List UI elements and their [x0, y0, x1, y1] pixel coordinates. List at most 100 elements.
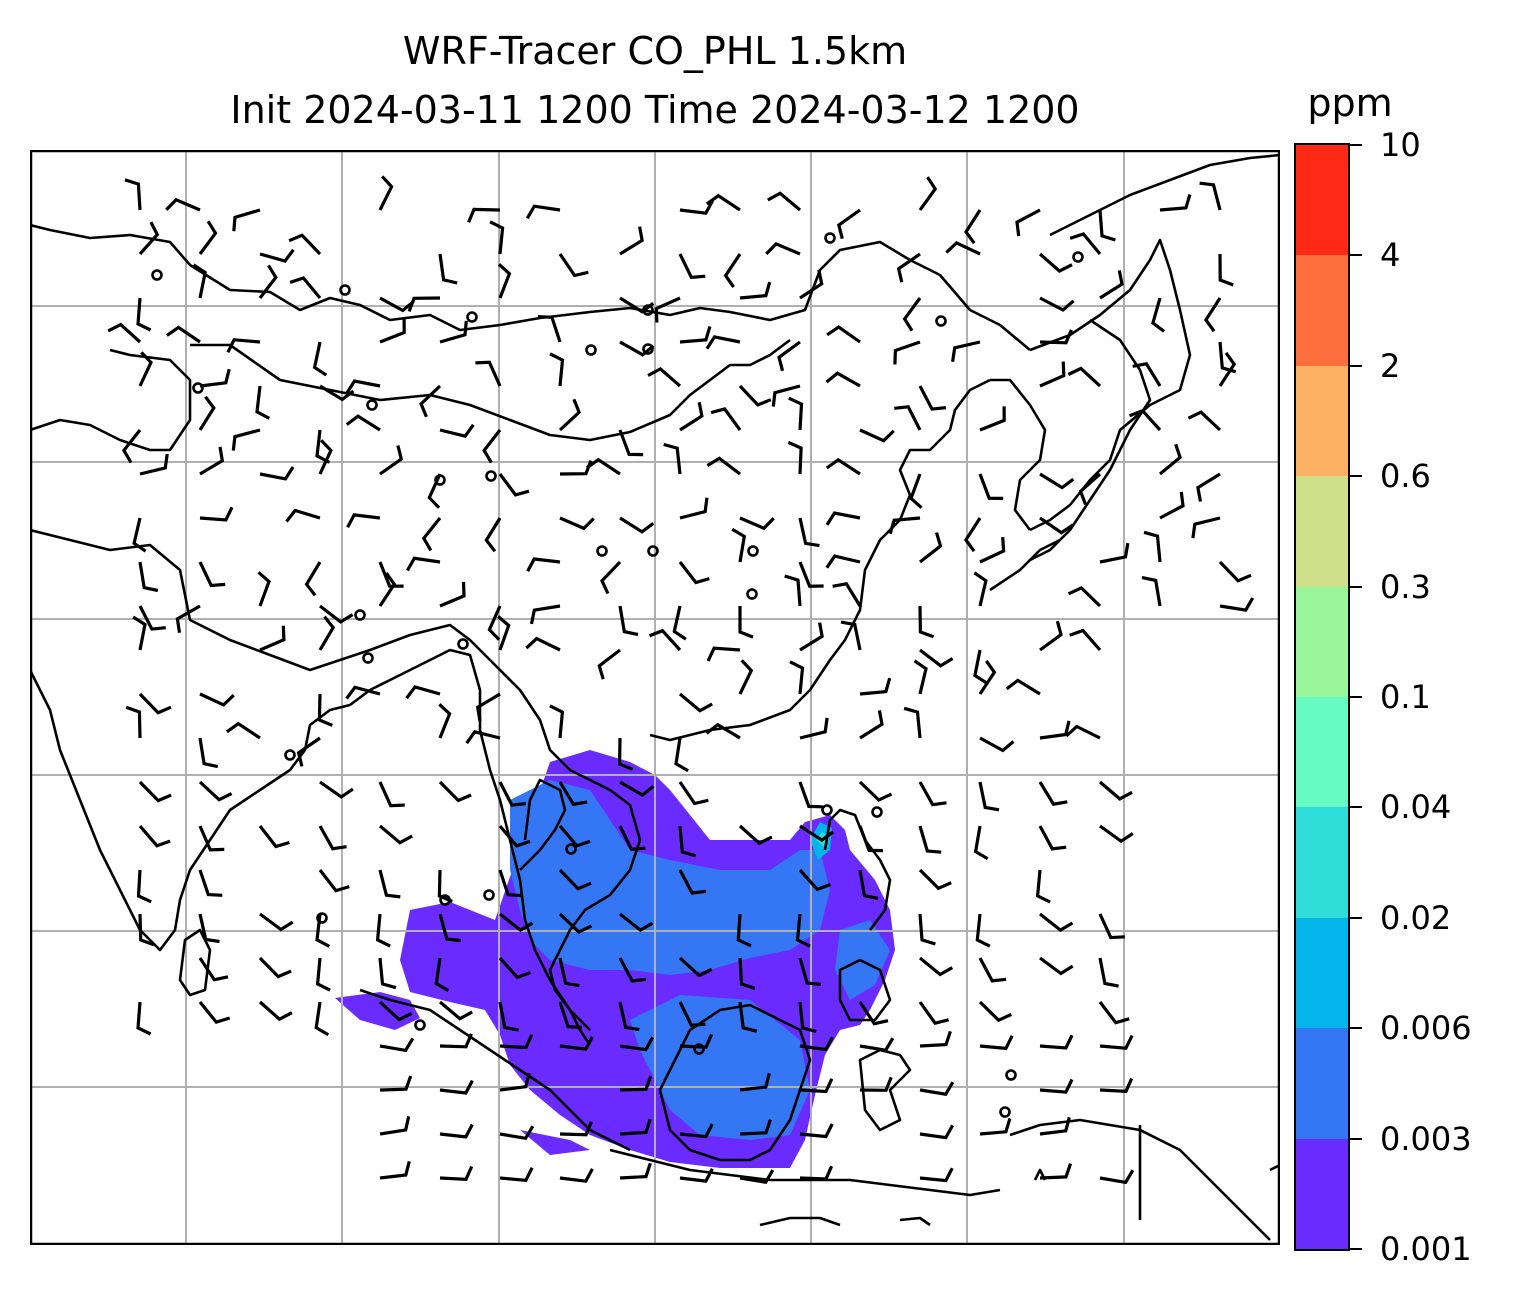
- wind-barb-icon: [407, 296, 441, 312]
- wind-barb-icon: [175, 604, 201, 633]
- wind-barb-icon: [919, 1030, 952, 1048]
- wind-barb-icon: [132, 517, 147, 553]
- wind-barb-icon: [549, 704, 565, 739]
- wind-barb-icon: [378, 824, 413, 845]
- wind-barb-icon: [379, 318, 406, 344]
- wind-barb-icon: [978, 781, 1000, 812]
- wind-barb-icon: [859, 428, 895, 443]
- wind-barb-icon: [467, 207, 501, 223]
- map-title-line-2: Init 2024-03-11 1200 Time 2024-03-12 120…: [230, 88, 1080, 132]
- wind-barb-icon: [138, 824, 171, 848]
- wind-barb-icon: [1099, 1169, 1135, 1185]
- wind-barb-icon: [558, 398, 581, 432]
- colorbar-tick-label: 2: [1380, 346, 1401, 385]
- wind-barb-icon: [964, 209, 982, 245]
- wind-barb-icon: [226, 338, 261, 354]
- calm-wind-circle-icon: [999, 1106, 1011, 1118]
- wind-barb-icon: [799, 1078, 834, 1094]
- wind-barb-icon: [919, 1124, 954, 1140]
- wind-barb-icon: [378, 571, 397, 607]
- wind-barb-icon: [558, 912, 593, 934]
- wind-barb-icon: [379, 296, 415, 313]
- wind-barb-icon: [647, 366, 682, 388]
- wind-barb-icon: [497, 263, 512, 299]
- calm-wind-circle-icon: [439, 894, 451, 906]
- wind-barb-icon: [499, 1072, 531, 1092]
- wind-barb-icon: [979, 406, 1006, 432]
- calm-wind-circle-icon: [585, 344, 597, 356]
- wind-barb-icon: [138, 605, 166, 631]
- wind-barb-icon: [765, 242, 801, 256]
- wind-barb-icon: [918, 781, 947, 807]
- wind-barb-icon: [918, 825, 942, 854]
- wind-barb-icon: [1218, 351, 1237, 387]
- wind-barb-icon: [559, 1168, 594, 1183]
- wind-barb-icon: [858, 825, 884, 853]
- wind-barb-icon: [526, 557, 561, 573]
- java-lesser-sunda: [609, 1148, 1001, 1197]
- small-islands: [899, 1163, 1280, 1227]
- wind-barb-icon: [903, 706, 922, 739]
- wind-barb-icon: [654, 296, 681, 323]
- wind-barb-icon: [345, 414, 381, 432]
- wind-barb-icon: [739, 1169, 775, 1184]
- wind-barb-icon: [1015, 208, 1041, 237]
- colorbar-tick: [1350, 475, 1362, 478]
- wind-barb-icon: [378, 957, 397, 990]
- wind-barb-icon: [487, 605, 502, 641]
- wind-barb-icon: [304, 561, 322, 597]
- wind-barb-icon: [1203, 297, 1222, 333]
- wind-barb-icon: [232, 208, 261, 232]
- wind-barb-icon: [1098, 780, 1133, 801]
- colorbar-band-5: [1296, 586, 1348, 697]
- colorbar-tick-label: 4: [1380, 236, 1401, 275]
- wind-barb-icon: [888, 516, 921, 535]
- wind-barb-icon: [259, 248, 295, 263]
- wind-barb-icon: [198, 1000, 231, 1025]
- wind-barb-icon: [731, 527, 747, 563]
- calm-wind-circle-icon: [284, 749, 296, 761]
- wind-barb-icon: [789, 660, 805, 695]
- wind-barb-icon: [421, 517, 442, 552]
- wind-barb-icon: [963, 517, 982, 553]
- wind-barb-icon: [438, 1000, 473, 1021]
- wind-barb-icon: [738, 659, 754, 695]
- wind-barb-icon: [258, 264, 278, 299]
- wind-barb-icon: [1038, 252, 1073, 274]
- colorbar-tick: [1350, 364, 1362, 367]
- wind-barb-icon: [1187, 410, 1222, 432]
- wind-barb-icon: [198, 737, 219, 769]
- wind-barb-icon: [663, 442, 682, 475]
- calm-wind-circle-icon: [747, 545, 759, 557]
- wind-barb-icon: [978, 473, 1004, 500]
- wind-barb-icon: [378, 1000, 413, 1022]
- wind-barb-icon: [559, 516, 595, 531]
- wind-barb-icon: [379, 1161, 411, 1180]
- wind-barb-icon: [121, 429, 142, 464]
- wind-barb-icon: [525, 636, 561, 652]
- wind-barb-icon: [198, 395, 216, 431]
- wind-barb-icon: [558, 253, 589, 278]
- colorbar-tick: [1350, 696, 1362, 698]
- wind-barb-icon: [437, 869, 453, 903]
- wind-barb-icon: [1039, 620, 1063, 652]
- colorbar-tick-label: 0.001: [1380, 1230, 1472, 1268]
- wind-barb-icon: [619, 780, 655, 798]
- wind-barb-icon: [318, 615, 336, 651]
- wind-barb-icon: [405, 685, 441, 700]
- wind-barb-icon: [678, 253, 706, 280]
- wind-barb-icon: [255, 385, 271, 420]
- wind-barb-icon: [475, 360, 502, 387]
- wind-barb-icon: [706, 646, 741, 662]
- wind-barb-icon: [296, 736, 321, 767]
- wind-barb-icon: [346, 513, 381, 528]
- wind-barb-icon: [1098, 957, 1119, 988]
- wind-barb-icon: [499, 912, 534, 933]
- wind-barb-icon: [679, 401, 704, 432]
- wind-barb-icon: [198, 561, 226, 588]
- wind-barb-icon: [919, 1167, 954, 1183]
- wind-barb-icon: [710, 407, 742, 431]
- wind-barb-icon: [439, 581, 466, 608]
- wind-barb-icon: [1098, 209, 1116, 242]
- wind-barb-icon: [258, 1000, 293, 1022]
